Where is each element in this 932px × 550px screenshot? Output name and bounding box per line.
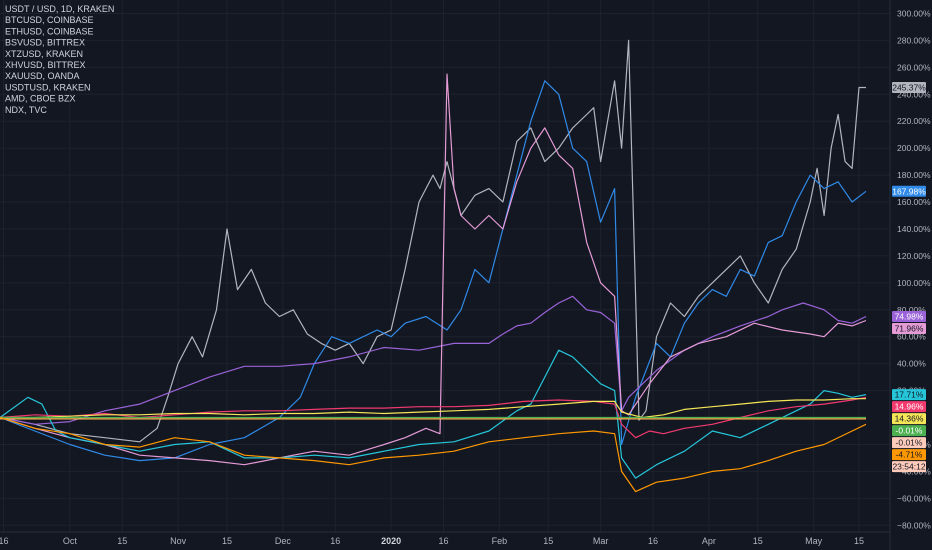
legend-item: XHVUSD, BITTREX xyxy=(5,60,86,70)
series-line-9 xyxy=(0,416,867,493)
y-tick-label: 200.00% xyxy=(897,143,931,153)
x-tick-label: 15 xyxy=(117,536,127,546)
y-tick-label: 300.00% xyxy=(897,8,931,18)
value-badge-label: -4.71% xyxy=(896,450,923,460)
x-tick-label: Oct xyxy=(63,536,78,546)
y-tick-label: 220.00% xyxy=(897,116,931,126)
value-badge-label: -0.01% xyxy=(896,426,923,436)
series-line-0 xyxy=(0,39,866,443)
y-tick-label: −80.00% xyxy=(897,520,931,530)
y-tick-label: 180.00% xyxy=(897,170,931,180)
y-tick-label: 260.00% xyxy=(897,62,931,72)
y-tick-label: 100.00% xyxy=(897,278,931,288)
x-tick-label: 15 xyxy=(222,536,232,546)
series-line-4 xyxy=(0,349,867,479)
x-tick-label: 16 xyxy=(0,536,8,546)
y-tick-label: 160.00% xyxy=(897,197,931,207)
value-badge-label: -0.01% xyxy=(896,438,923,448)
legend-item: AMD, CBOE BZX xyxy=(5,94,76,104)
series-line-6 xyxy=(0,398,866,419)
value-badge-label: 71.96% xyxy=(895,324,924,334)
x-tick-label: Nov xyxy=(170,536,187,546)
x-tick-label: 16 xyxy=(330,536,340,546)
x-tick-label: Feb xyxy=(492,536,508,546)
legend-item: XAUUSD, OANDA xyxy=(5,71,80,81)
y-tick-label: 120.00% xyxy=(897,251,931,261)
value-badge xyxy=(892,449,926,461)
y-tick-label: 240.00% xyxy=(897,89,931,99)
value-badge xyxy=(892,425,926,437)
value-badge-label: 245.37% xyxy=(892,83,926,93)
series-line-2 xyxy=(0,295,867,425)
series-line-3 xyxy=(0,73,867,466)
value-badge xyxy=(892,437,926,449)
value-badge xyxy=(892,311,926,323)
series-line-1 xyxy=(0,80,867,462)
legend-item: BSVUSD, BITTREX xyxy=(5,38,85,48)
value-badge-label: 14.36% xyxy=(895,414,924,424)
y-tick-label: 60.00% xyxy=(897,332,926,342)
x-tick-label: Dec xyxy=(275,536,292,546)
y-tick-label: 40.00% xyxy=(897,359,926,369)
legend-item: ETHUSD, COINBASE xyxy=(5,26,94,36)
value-badge xyxy=(892,323,926,335)
x-tick-label: 15 xyxy=(753,536,763,546)
value-badge xyxy=(892,389,926,401)
x-tick-label: May xyxy=(805,536,823,546)
x-tick-label: Apr xyxy=(702,536,716,546)
value-badge-label: 167.98% xyxy=(892,186,926,196)
x-tick-label: 16 xyxy=(438,536,448,546)
y-tick-label: 80.00% xyxy=(897,305,926,315)
value-badge xyxy=(892,185,926,197)
legend-item: USDTUSD, KRAKEN xyxy=(5,82,91,92)
y-tick-label: −60.00% xyxy=(897,493,931,503)
x-tick-label: 15 xyxy=(543,536,553,546)
y-tick-label: 140.00% xyxy=(897,224,931,234)
value-badge xyxy=(892,413,926,425)
countdown-badge-label: 23:54:12 xyxy=(892,462,925,472)
x-tick-label: Mar xyxy=(593,536,609,546)
series-layer xyxy=(0,39,867,493)
value-badge xyxy=(892,401,926,413)
y-tick-label: 280.00% xyxy=(897,35,931,45)
value-badge-label: 17.71% xyxy=(895,390,924,400)
x-tick-label: 16 xyxy=(648,536,658,546)
legend-item: BTCUSD, COINBASE xyxy=(5,15,94,25)
countdown-badge xyxy=(892,461,926,473)
value-badge xyxy=(892,82,926,94)
value-badge-label: 74.98% xyxy=(895,312,924,322)
x-tick-label: 2020 xyxy=(381,536,401,546)
legend-item: USDT / USD, 1D, KRAKEN xyxy=(5,4,114,14)
value-badge-label: 14.96% xyxy=(895,402,924,412)
x-axis: 16 Oct 15 Nov 15 Dec 16 2020 16 Feb 15 Mar 16 Apr 15 Ma… xyxy=(0,531,890,546)
legend-item: XTZUSD, KRAKEN xyxy=(5,49,83,59)
x-tick-label: 15 xyxy=(854,536,864,546)
legend-item: NDX, TVC xyxy=(5,105,47,115)
price-badges: 245.37% 167.98% 74.98% 71.96% 17.71% 14.96% 14… xyxy=(892,82,926,473)
